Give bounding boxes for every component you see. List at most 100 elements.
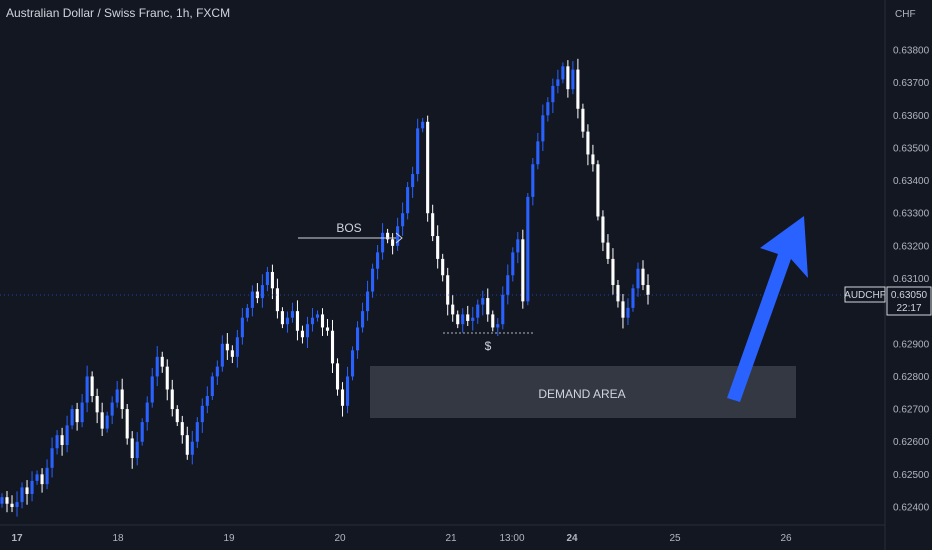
candle-body [391,239,395,246]
price-tick-label: 0.62700 [893,405,930,416]
time-tick-label: 20 [334,533,346,544]
candlestick-series [0,58,650,517]
candle-body [330,330,335,364]
time-tick-label: 24 [566,533,578,544]
candle-body [20,487,24,503]
candle-body [436,236,440,259]
candle-body [546,102,550,116]
candle-body [25,487,29,494]
candle-body [381,232,385,253]
candle-body [551,85,555,103]
candle-body [40,474,44,485]
candle-body [0,497,4,504]
candle-body [461,314,465,325]
candle-body [621,301,625,318]
projection-arrow [727,216,808,402]
candle-body [350,350,355,377]
candle-body [275,288,279,312]
price-tag-box [886,286,932,316]
candle-body [571,69,575,90]
candle-body [491,314,495,328]
candle-body [60,435,64,445]
candle-body [421,121,425,129]
price-tick-label: 0.63200 [893,241,930,252]
candle-body [105,415,109,429]
candle-body [220,343,224,367]
candle-body [386,232,390,240]
candle-body [300,330,305,338]
candle-body [185,435,189,455]
time-tick-label: 19 [223,533,235,544]
candle-body [270,271,274,289]
time-tick-label: 13:00 [499,533,524,544]
candle-body [115,389,119,403]
candle-body [85,376,89,403]
candle-body [511,252,515,276]
candle-body [95,396,99,413]
candle-body [200,405,204,423]
candle-body [426,121,430,214]
candle-body [601,216,605,243]
candle-body [305,324,310,338]
candle-body [366,291,370,312]
candle-body [155,356,159,377]
price-tick-label: 0.62900 [893,339,930,350]
candle-body [315,314,320,318]
candle-body [501,294,505,325]
candle-body [506,275,510,295]
candle-body [170,389,174,410]
price-tag-countdown: 22:17 [896,303,921,314]
candle-body [496,324,500,328]
candle-body [110,402,114,416]
candle-body [526,196,530,302]
candle-body [340,389,345,406]
candle-body [521,239,525,302]
price-tick-label: 0.63100 [893,274,930,285]
candle-body [406,187,410,214]
candle-body [5,497,9,504]
candle-body [55,435,59,449]
price-tick-label: 0.62800 [893,372,930,383]
candle-body [225,343,229,351]
candle-body [451,304,455,315]
candle-body [371,268,375,292]
candle-body [361,311,365,328]
candle-body [150,376,154,403]
candle-body [556,79,560,86]
candle-body [120,389,124,410]
candle-body [481,298,485,305]
demand-zone-label: DEMAND AREA [538,387,625,401]
candle-body [125,409,129,439]
candle-body [165,366,169,390]
price-axis-currency: CHF [895,9,916,20]
candle-body [175,409,179,423]
candle-body [195,422,199,442]
candle-body [536,141,540,165]
time-tick-label: 21 [445,533,457,544]
candle-body [325,327,330,331]
candle-body [581,108,585,132]
candle-body [541,115,545,142]
time-tick-label: 26 [780,533,792,544]
candle-body [596,164,600,217]
candle-body [230,350,234,357]
candle-body [476,304,480,318]
time-tick-label: 17 [11,533,23,544]
candle-body [285,317,289,325]
candle-body [446,275,450,305]
price-tick-label: 0.62600 [893,437,930,448]
candle-body [10,503,14,507]
candle-body [441,258,445,276]
candle-body [355,327,360,351]
price-tick-label: 0.63800 [893,46,930,57]
candle-body [290,311,295,318]
candle-body [255,291,259,299]
candle-body [566,66,570,90]
candle-body [280,311,284,325]
candle-body [245,307,249,318]
candle-body [160,356,164,367]
price-tick-label: 0.63300 [893,209,930,220]
candle-body [416,128,420,175]
price-tag-value: 0.63050 [891,290,928,301]
